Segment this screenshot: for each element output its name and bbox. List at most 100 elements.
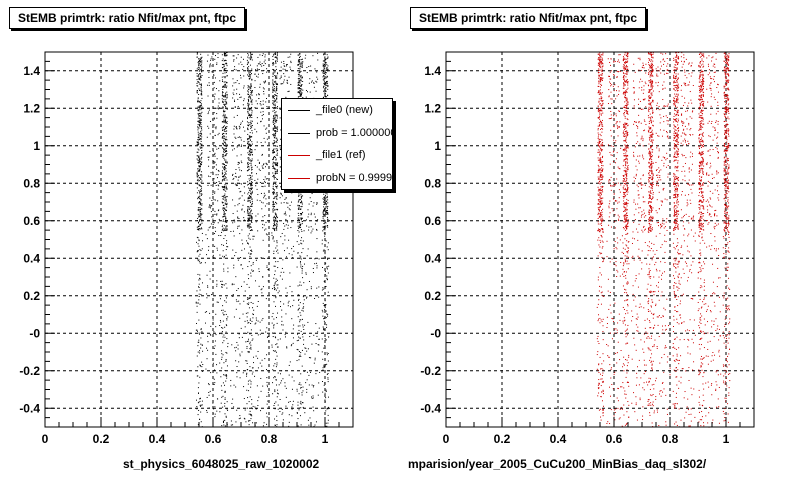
chart2-point	[624, 203, 626, 205]
chart1-point	[247, 152, 249, 154]
chart2-point	[626, 158, 628, 160]
chart2-point	[597, 129, 599, 131]
chart2-point	[597, 176, 599, 178]
chart1-point	[198, 299, 200, 301]
chart1-point	[198, 174, 200, 176]
chart1-point	[222, 382, 224, 384]
chart1-point	[199, 203, 201, 205]
chart1-point	[223, 152, 225, 154]
chart2-point	[602, 165, 604, 167]
chart2-point	[596, 338, 598, 340]
chart1-point	[200, 104, 202, 106]
chart2-point	[602, 260, 604, 262]
chart1-point	[225, 229, 227, 231]
chart1-point	[251, 175, 253, 177]
chart2-point	[596, 306, 598, 308]
chart1-point	[226, 219, 228, 221]
chart2-point	[601, 409, 603, 411]
chart1-point	[196, 236, 198, 238]
chart1-point	[224, 103, 226, 105]
chart2-point	[597, 157, 599, 159]
chart2-point	[624, 182, 626, 184]
chart2-point	[598, 76, 600, 78]
chart2-point	[597, 203, 599, 205]
chart2-point	[600, 121, 602, 123]
chart2-point	[626, 182, 628, 184]
chart1-point	[251, 57, 253, 59]
chart2-point	[597, 159, 599, 161]
chart2-point	[623, 76, 625, 78]
chart2-point	[624, 207, 626, 209]
chart1-point	[199, 400, 201, 402]
chart2-point	[624, 221, 626, 223]
chart1-point	[197, 250, 199, 252]
chart2-point	[599, 111, 601, 113]
chart2-point	[626, 104, 628, 106]
chart1-point	[198, 139, 200, 141]
chart1-point	[250, 161, 252, 163]
chart1-point	[250, 209, 252, 211]
chart1-point	[197, 133, 199, 135]
chart2-point	[601, 144, 603, 146]
chart1-point	[247, 197, 249, 199]
chart1-point	[223, 230, 225, 232]
chart1-point	[199, 120, 201, 122]
chart2-point	[597, 62, 599, 64]
chart1-point	[199, 69, 201, 71]
chart1-point	[251, 219, 253, 221]
chart2-point	[602, 231, 604, 233]
chart1-point	[196, 85, 198, 87]
chart2-point	[601, 164, 603, 166]
chart2-point	[622, 175, 624, 177]
chart1-point	[198, 63, 200, 65]
chart1-point	[226, 52, 228, 54]
chart1-point	[222, 106, 224, 108]
chart1-point	[201, 331, 203, 333]
chart1-point	[200, 61, 202, 63]
chart2-point	[597, 53, 599, 55]
chart1-point	[224, 419, 226, 421]
chart1-point	[226, 63, 228, 65]
chart2-point	[624, 148, 626, 150]
chart1-point	[197, 109, 199, 111]
chart1-point	[198, 58, 200, 60]
chart2-point	[625, 156, 627, 158]
chart2-point	[600, 105, 602, 107]
chart2-point	[600, 419, 602, 421]
chart1-point	[223, 238, 225, 240]
chart1-point	[225, 71, 227, 73]
chart1-point	[248, 109, 250, 111]
chart1-point	[223, 178, 225, 180]
chart1-point	[222, 101, 224, 103]
chart1-point	[222, 220, 224, 222]
chart2-point	[601, 214, 603, 216]
chart2-point	[623, 134, 625, 136]
chart2-point	[600, 169, 602, 171]
chart1-point	[222, 92, 224, 94]
chart1-point	[226, 81, 228, 83]
chart1-point	[224, 114, 226, 116]
chart1-point	[196, 53, 198, 55]
chart1-point	[198, 184, 200, 186]
chart1-point	[225, 99, 227, 101]
chart2-point	[598, 171, 600, 173]
chart2-point	[600, 182, 602, 184]
chart1-point	[223, 168, 225, 170]
chart2-point	[597, 207, 599, 209]
chart1-point	[200, 328, 202, 330]
chart1-point	[222, 111, 224, 113]
chart1-point	[197, 61, 199, 63]
chart1-point	[222, 195, 224, 197]
chart1-point	[223, 175, 225, 177]
chart1-point	[222, 204, 224, 206]
chart2-point	[626, 61, 628, 63]
chart2-point	[598, 144, 600, 146]
chart2-point	[625, 163, 627, 165]
chart1-point	[196, 311, 198, 313]
chart2-point	[602, 415, 604, 417]
chart2-point	[623, 58, 625, 60]
chart1-point	[247, 139, 249, 141]
chart1-point	[250, 214, 252, 216]
chart2-point	[599, 246, 601, 248]
chart2-point	[623, 113, 625, 115]
